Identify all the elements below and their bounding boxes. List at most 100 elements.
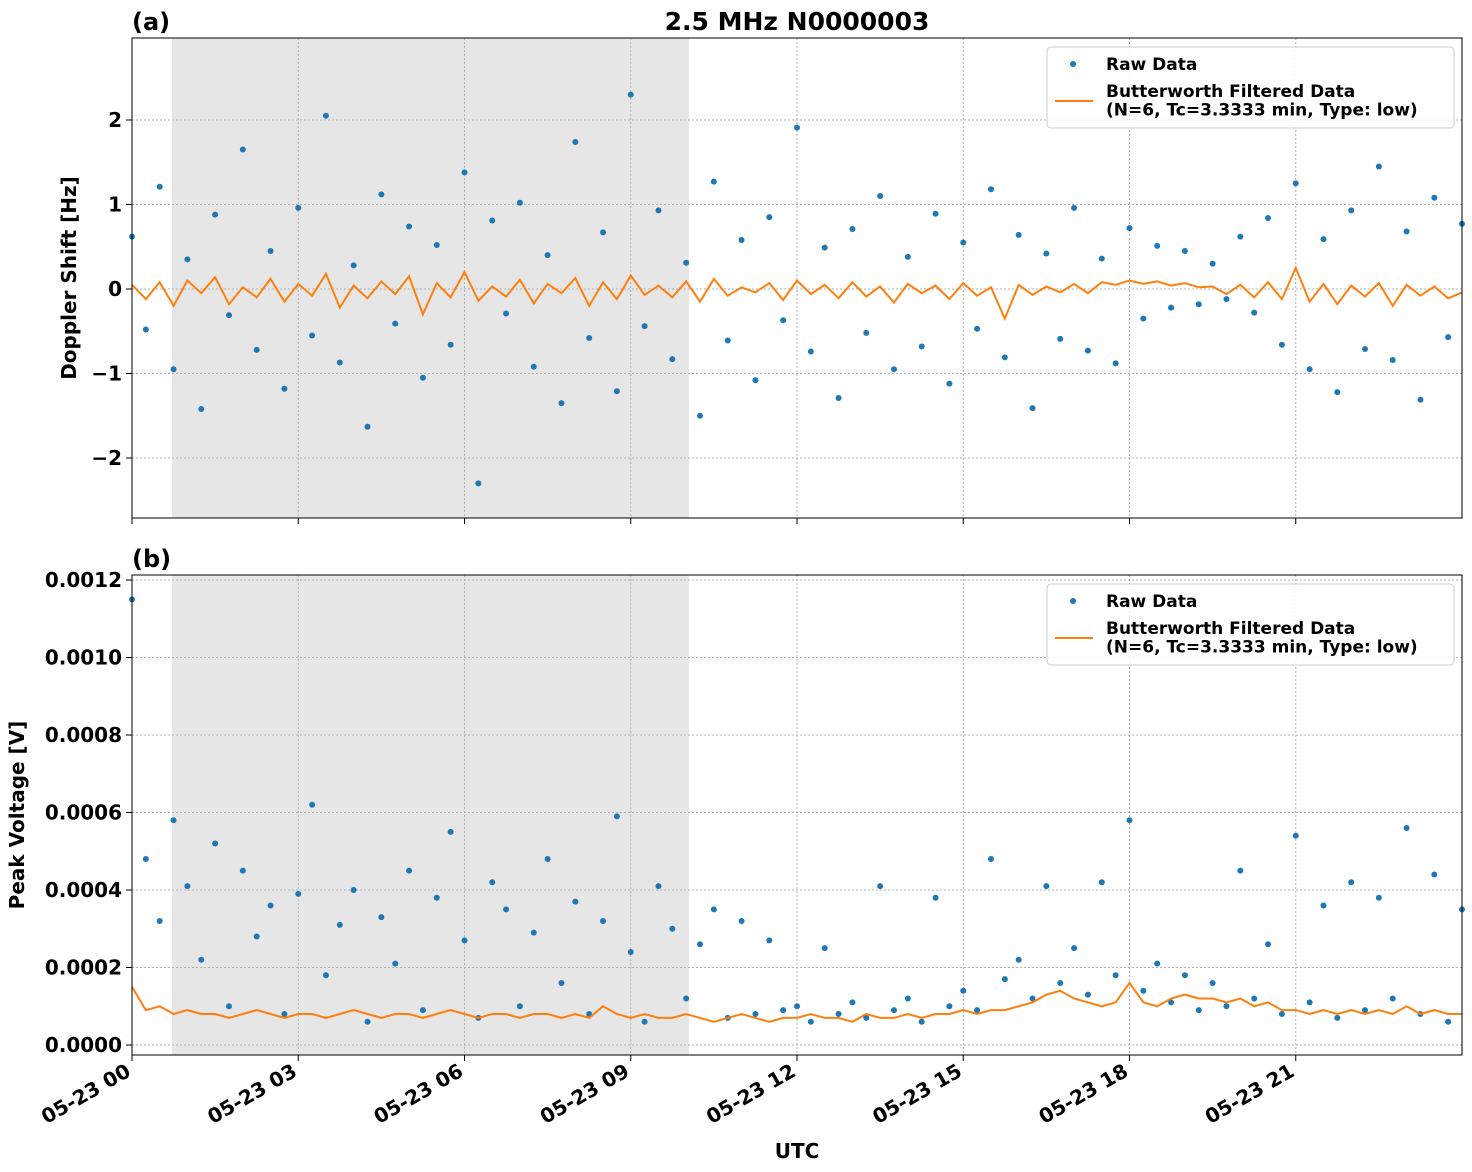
raw-point xyxy=(1057,980,1064,987)
raw-point xyxy=(1112,360,1119,367)
raw-point xyxy=(572,138,579,145)
raw-point xyxy=(170,817,177,824)
raw-point xyxy=(904,253,911,260)
raw-point xyxy=(336,921,343,928)
filtered-line xyxy=(131,265,1463,322)
y-tick-label: 0.0002 xyxy=(45,956,122,980)
raw-point xyxy=(655,207,662,214)
raw-point xyxy=(613,388,620,395)
raw-point xyxy=(419,1007,426,1014)
raw-point xyxy=(655,883,662,890)
raw-point xyxy=(530,929,537,936)
raw-point xyxy=(281,1011,288,1018)
raw-point xyxy=(239,146,246,153)
raw-point xyxy=(1362,1007,1369,1014)
raw-point xyxy=(1431,194,1438,201)
raw-point xyxy=(710,178,717,185)
raw-point xyxy=(918,343,925,350)
raw-point xyxy=(336,359,343,366)
x-tick-label: 05-23 15 xyxy=(868,1059,966,1129)
legend-marker xyxy=(1070,61,1076,67)
raw-point xyxy=(807,348,814,355)
raw-point xyxy=(1154,242,1161,249)
raw-point xyxy=(890,366,897,373)
y-tick-label: −2 xyxy=(91,446,122,470)
raw-point xyxy=(1168,304,1175,311)
raw-point xyxy=(1389,995,1396,1002)
raw-point xyxy=(1029,995,1036,1002)
raw-point xyxy=(1043,250,1050,257)
raw-point xyxy=(475,480,482,487)
raw-point xyxy=(212,211,219,218)
raw-point xyxy=(835,1011,842,1018)
raw-point xyxy=(1223,296,1230,303)
raw-point xyxy=(641,1018,648,1025)
raw-point xyxy=(322,112,329,119)
legend-marker xyxy=(1070,598,1076,604)
raw-point xyxy=(503,310,510,317)
y-tick-label: 0 xyxy=(108,277,122,301)
raw-point xyxy=(697,412,704,419)
raw-point xyxy=(669,925,676,932)
raw-point xyxy=(1445,1018,1452,1025)
raw-point xyxy=(1278,341,1285,348)
raw-point xyxy=(627,91,634,98)
raw-point xyxy=(1001,354,1008,361)
legend-label: Butterworth Filtered Data (N=6, Tc=3.3333… xyxy=(1106,82,1418,121)
raw-point xyxy=(1251,995,1258,1002)
raw-point xyxy=(156,918,163,925)
raw-point xyxy=(1015,956,1022,963)
legend-frame xyxy=(1046,583,1455,666)
raw-point xyxy=(170,366,177,373)
y-axis-label: Peak Voltage [V] xyxy=(5,721,29,910)
raw-point xyxy=(974,1007,981,1014)
raw-point xyxy=(1417,396,1424,403)
raw-point xyxy=(530,363,537,370)
raw-point xyxy=(890,1007,897,1014)
raw-point xyxy=(669,356,676,363)
x-tick-label: 05-23 21 xyxy=(1201,1059,1299,1129)
raw-point xyxy=(724,337,731,344)
raw-point xyxy=(697,941,704,948)
raw-point xyxy=(1057,335,1064,342)
raw-point xyxy=(322,972,329,979)
raw-point xyxy=(392,960,399,967)
raw-point xyxy=(1209,980,1216,987)
raw-point xyxy=(364,423,371,430)
raw-point xyxy=(1334,389,1341,396)
y-tick-label: 1 xyxy=(108,192,122,216)
raw-point xyxy=(1445,334,1452,341)
y-tick-label: 0.0000 xyxy=(45,1033,122,1057)
raw-point xyxy=(184,256,191,263)
raw-point xyxy=(1084,347,1091,354)
raw-point xyxy=(752,1011,759,1018)
raw-point xyxy=(295,204,302,211)
raw-point xyxy=(1071,204,1078,211)
raw-point xyxy=(1375,163,1382,170)
raw-point xyxy=(281,385,288,392)
raw-point xyxy=(503,906,510,913)
raw-point xyxy=(600,918,607,925)
raw-point xyxy=(198,405,205,412)
raw-point xyxy=(516,1003,523,1010)
raw-point xyxy=(572,898,579,905)
legend-label: Raw Data xyxy=(1106,55,1197,75)
raw-point xyxy=(309,332,316,339)
raw-point xyxy=(1320,236,1327,243)
raw-point xyxy=(198,956,205,963)
raw-point xyxy=(406,223,413,230)
y-tick-label: 0.0012 xyxy=(45,568,122,592)
raw-point xyxy=(225,1003,232,1010)
raw-point xyxy=(309,801,316,808)
raw-point xyxy=(1251,309,1258,316)
x-tick-label: 05-23 09 xyxy=(536,1059,634,1129)
raw-point xyxy=(558,980,565,987)
raw-point xyxy=(142,326,149,333)
raw-point xyxy=(253,346,260,353)
raw-point xyxy=(710,906,717,913)
chart-title: 2.5 MHz N0000003 xyxy=(665,7,930,36)
raw-point xyxy=(1126,817,1133,824)
raw-point xyxy=(821,244,828,251)
raw-point xyxy=(738,918,745,925)
raw-point xyxy=(1140,987,1147,994)
